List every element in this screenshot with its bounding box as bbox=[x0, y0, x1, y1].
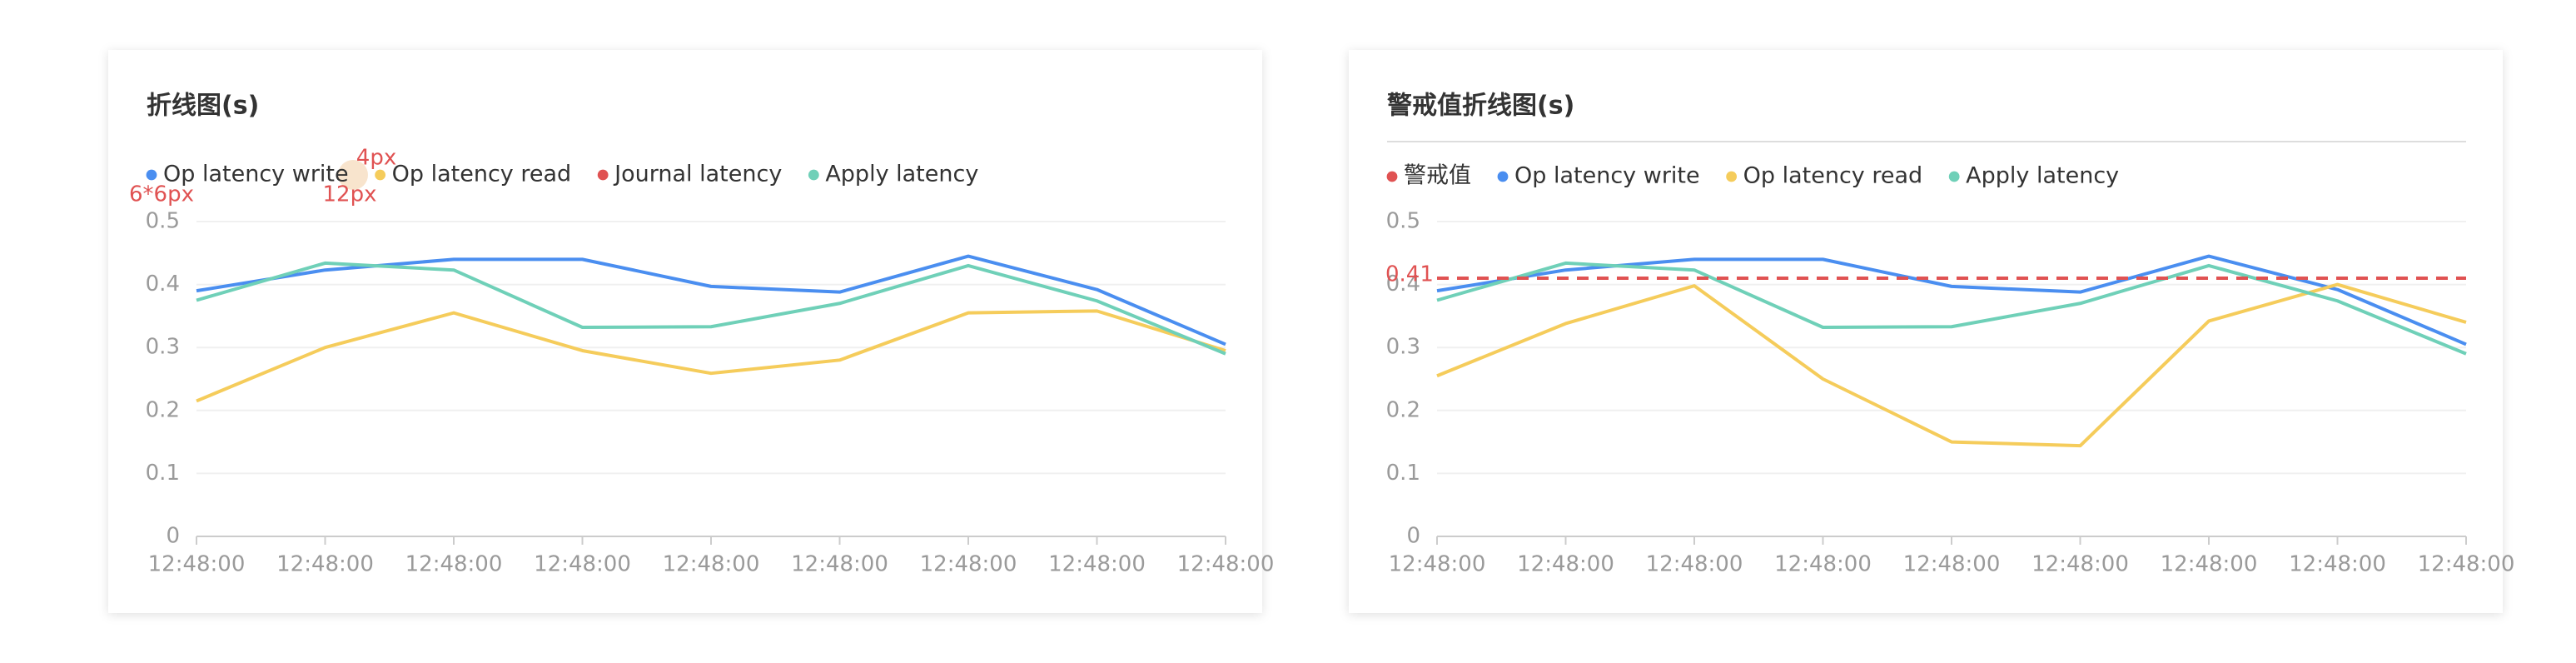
legend-label: Op latency write bbox=[1514, 163, 1700, 189]
x-tick-label: 12:48:00 bbox=[2418, 552, 2515, 577]
annotation: 6*6px bbox=[129, 182, 194, 207]
x-tick-label: 12:48:00 bbox=[663, 552, 760, 577]
legend-dot bbox=[1386, 171, 1398, 182]
y-tick-label: 0.5 bbox=[146, 209, 180, 234]
y-tick-label: 0.1 bbox=[1386, 461, 1420, 486]
x-tick-label: 12:48:00 bbox=[1903, 552, 2001, 577]
legend-label: Op latency read bbox=[1743, 163, 1923, 189]
legend-label: Journal latency bbox=[613, 162, 782, 187]
x-tick-label: 12:48:00 bbox=[2161, 552, 2258, 577]
card bbox=[1349, 50, 2503, 613]
annotation: 4px bbox=[356, 146, 396, 171]
y-tick-label: 0.3 bbox=[1386, 335, 1420, 360]
annotation: 12px bbox=[323, 182, 377, 207]
y-tick-label: 0 bbox=[1406, 524, 1420, 549]
x-tick-label: 12:48:00 bbox=[148, 552, 246, 577]
x-tick-label: 12:48:00 bbox=[2289, 552, 2386, 577]
legend-dot bbox=[597, 169, 609, 181]
y-tick-label: 0.3 bbox=[146, 335, 180, 360]
series-line bbox=[1436, 261, 2467, 356]
highlight bbox=[338, 160, 368, 190]
x-tick-label: 12:48:00 bbox=[2031, 552, 2129, 577]
y-tick-label: 0.4 bbox=[1386, 272, 1420, 297]
legend-dot bbox=[1726, 171, 1738, 182]
x-tick-label: 12:48:00 bbox=[1048, 552, 1146, 577]
x-tick-label: 12:48:00 bbox=[405, 552, 503, 577]
legend-label: 警戒值 bbox=[1404, 163, 1471, 189]
y-tick-label: 0.2 bbox=[1386, 397, 1420, 422]
legend-dot bbox=[808, 169, 819, 181]
legend-dot bbox=[1948, 171, 1960, 182]
x-tick-label: 12:48:00 bbox=[534, 552, 631, 577]
x-tick-label: 12:48:00 bbox=[1646, 552, 1743, 577]
x-tick-label: 12:48:00 bbox=[1774, 552, 1872, 577]
legend-dot bbox=[375, 169, 386, 181]
series-line bbox=[1436, 282, 2467, 448]
x-tick-label: 12:48:00 bbox=[1517, 552, 1614, 577]
y-tick-label: 0.4 bbox=[146, 272, 180, 297]
y-tick-label: 0.5 bbox=[1386, 209, 1420, 234]
x-tick-label: 12:48:00 bbox=[1177, 552, 1275, 577]
y-tick-label: 0.1 bbox=[146, 461, 180, 486]
y-tick-label: 0.2 bbox=[146, 397, 180, 422]
legend-dot bbox=[1497, 171, 1509, 182]
x-tick-label: 12:48:00 bbox=[276, 552, 374, 577]
chart-title: 警戒值折线图(s) bbox=[1387, 92, 1574, 121]
x-tick-label: 12:48:00 bbox=[920, 552, 1017, 577]
x-tick-label: 12:48:00 bbox=[791, 552, 888, 577]
legend-label: Apply latency bbox=[1966, 163, 2119, 189]
series-line bbox=[196, 309, 1226, 403]
legend-label: Op latency write bbox=[163, 162, 349, 187]
legend-dot bbox=[146, 169, 157, 181]
legend-label: Apply latency bbox=[825, 162, 978, 187]
card bbox=[108, 50, 1262, 613]
x-tick-label: 12:48:00 bbox=[1389, 552, 1486, 577]
legend-label: Op latency read bbox=[392, 162, 572, 187]
series-line bbox=[196, 261, 1226, 356]
chart-title: 折线图(s) bbox=[147, 92, 259, 121]
y-tick-label: 0 bbox=[166, 524, 180, 549]
threshold-label: 0.41 bbox=[1385, 262, 1434, 287]
